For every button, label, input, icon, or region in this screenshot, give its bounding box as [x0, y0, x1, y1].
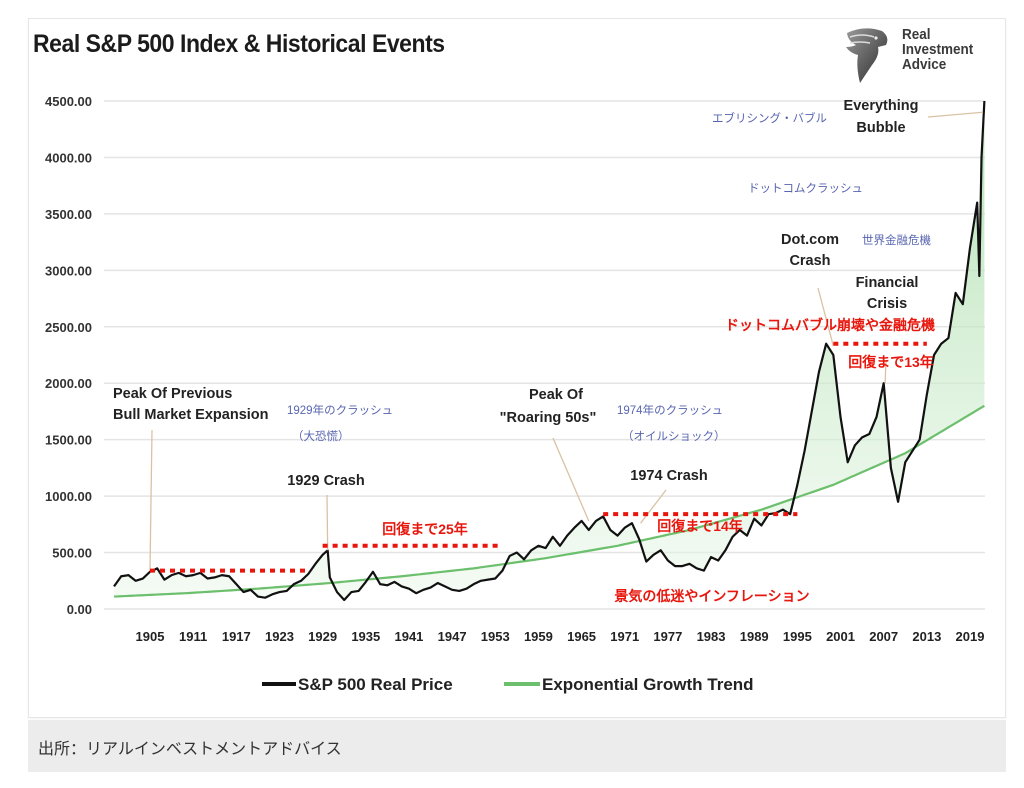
annotation-roaring-50s: "Roaring 50s" — [500, 410, 597, 426]
annotation-jp-1974: 1974年のクラッシュ — [617, 403, 723, 417]
x-tick-label: 2001 — [826, 629, 855, 644]
series-line-exponential-growth-trend — [113, 404, 985, 598]
brand-logo: Real Investment Advice — [842, 25, 992, 85]
source-caption: 出所：リアルインベストメントアドバイス — [28, 720, 1006, 772]
recovery-label-13y: 回復まで13年 — [848, 354, 934, 370]
y-tick-label: 1000.00 — [45, 489, 92, 504]
price-trend-gap-fill — [114, 101, 985, 600]
annotation-everything-bubble: Bubble — [856, 120, 905, 136]
annotation-leader — [817, 287, 834, 347]
x-tick-label: 1923 — [265, 629, 294, 644]
x-tick-label: 1917 — [222, 629, 251, 644]
eagle-head-icon — [846, 28, 888, 83]
legend: S&P 500 Real Price Exponential Growth Tre… — [262, 675, 754, 694]
annotation-1929-crash: 1929 Crash — [287, 473, 364, 489]
x-tick-label: 1947 — [438, 629, 467, 644]
recovery-label-25y: 回復まで25年 — [382, 521, 468, 537]
annotation-jp-1929: （大恐慌） — [292, 429, 350, 443]
annotation-jp-everything: エブリシング・バブル — [712, 111, 827, 125]
source-caption-text: 出所：リアルインベストメントアドバイス — [38, 741, 342, 758]
chart-card — [28, 18, 1006, 718]
chart-svg: 0.00 500.00 1000.00 1500.00 2000.00 2500.00 30… — [45, 94, 986, 694]
annotation-jp-financial: 世界金融危機 — [862, 233, 931, 247]
logo-line-1: Real — [902, 26, 931, 43]
x-tick-label: 1989 — [740, 629, 769, 644]
x-tick-label: 1953 — [481, 629, 510, 644]
legend-label-price: S&P 500 Real Price — [298, 675, 453, 694]
annotation-leader — [640, 489, 667, 524]
logo-line-2: Investment — [902, 41, 974, 58]
annotation-jp-1974: （オイルショック） — [622, 430, 726, 443]
annotation-leader — [149, 429, 153, 571]
annotation-financial-crisis: Crisis — [867, 296, 907, 312]
annotation-jp-dotcom: ドットコムクラッシュ — [748, 182, 863, 195]
annotation-1974-crash: 1974 Crash — [630, 468, 707, 484]
annotation-peak-previous: Peak Of Previous — [113, 386, 232, 402]
x-tick-label: 2019 — [956, 629, 985, 644]
x-tick-label: 1935 — [351, 629, 380, 644]
annotation-leader — [927, 111, 984, 118]
y-tick-label: 3500.00 — [45, 207, 92, 222]
y-tick-label: 4000.00 — [45, 150, 92, 165]
annotation-financial-crisis: Financial — [856, 275, 919, 291]
annotation-leader — [552, 437, 590, 522]
annotation-dotcom-crash: Dot.com — [781, 232, 839, 248]
annotation-roaring-50s: Peak Of — [529, 387, 583, 403]
x-tick-label: 2013 — [912, 629, 941, 644]
x-tick-label: 1905 — [136, 629, 165, 644]
x-tick-label: 1983 — [697, 629, 726, 644]
y-tick-label: 2000.00 — [45, 376, 92, 391]
annotation-leader — [884, 359, 887, 384]
x-tick-label: 1971 — [610, 629, 639, 644]
y-tick-label: 2500.00 — [45, 320, 92, 335]
x-tick-label: 1911 — [179, 629, 207, 644]
annotation-leader — [326, 494, 329, 551]
x-tick-label: 1965 — [567, 629, 596, 644]
y-tick-label: 3000.00 — [45, 263, 92, 278]
annotation-dotcom-crash: Crash — [789, 253, 830, 269]
y-tick-label: 1500.00 — [45, 433, 92, 448]
note-stagflation: 景気の低迷やインフレーション — [614, 588, 809, 604]
annotation-peak-previous: Bull Market Expansion — [113, 407, 269, 423]
note-dotcom-financial: ドットコムバブル崩壊や金融危機 — [725, 317, 935, 333]
logo-line-3: Advice — [902, 56, 947, 73]
x-tick-label: 1977 — [653, 629, 682, 644]
x-tick-label: 1929 — [308, 629, 337, 644]
annotation-everything-bubble: Everything — [844, 98, 919, 114]
recovery-label-14y: 回復まで14年 — [657, 518, 743, 534]
chart-title: Real S&P 500 Index & Historical Events — [33, 30, 445, 58]
series-line-sp500-real-price — [113, 100, 986, 602]
y-tick-label: 500.00 — [52, 546, 92, 561]
x-tick-label: 1959 — [524, 629, 553, 644]
x-tick-label: 2007 — [869, 629, 898, 644]
y-tick-label: 0.00 — [67, 602, 92, 617]
annotation-jp-1929: 1929年のクラッシュ — [287, 403, 393, 417]
x-tick-label: 1995 — [783, 629, 812, 644]
x-tick-label: 1941 — [394, 629, 423, 644]
legend-label-trend: Exponential Growth Trend — [542, 675, 754, 694]
y-tick-label: 4500.00 — [45, 94, 92, 109]
logo-text: Real Investment Advice — [902, 27, 973, 72]
